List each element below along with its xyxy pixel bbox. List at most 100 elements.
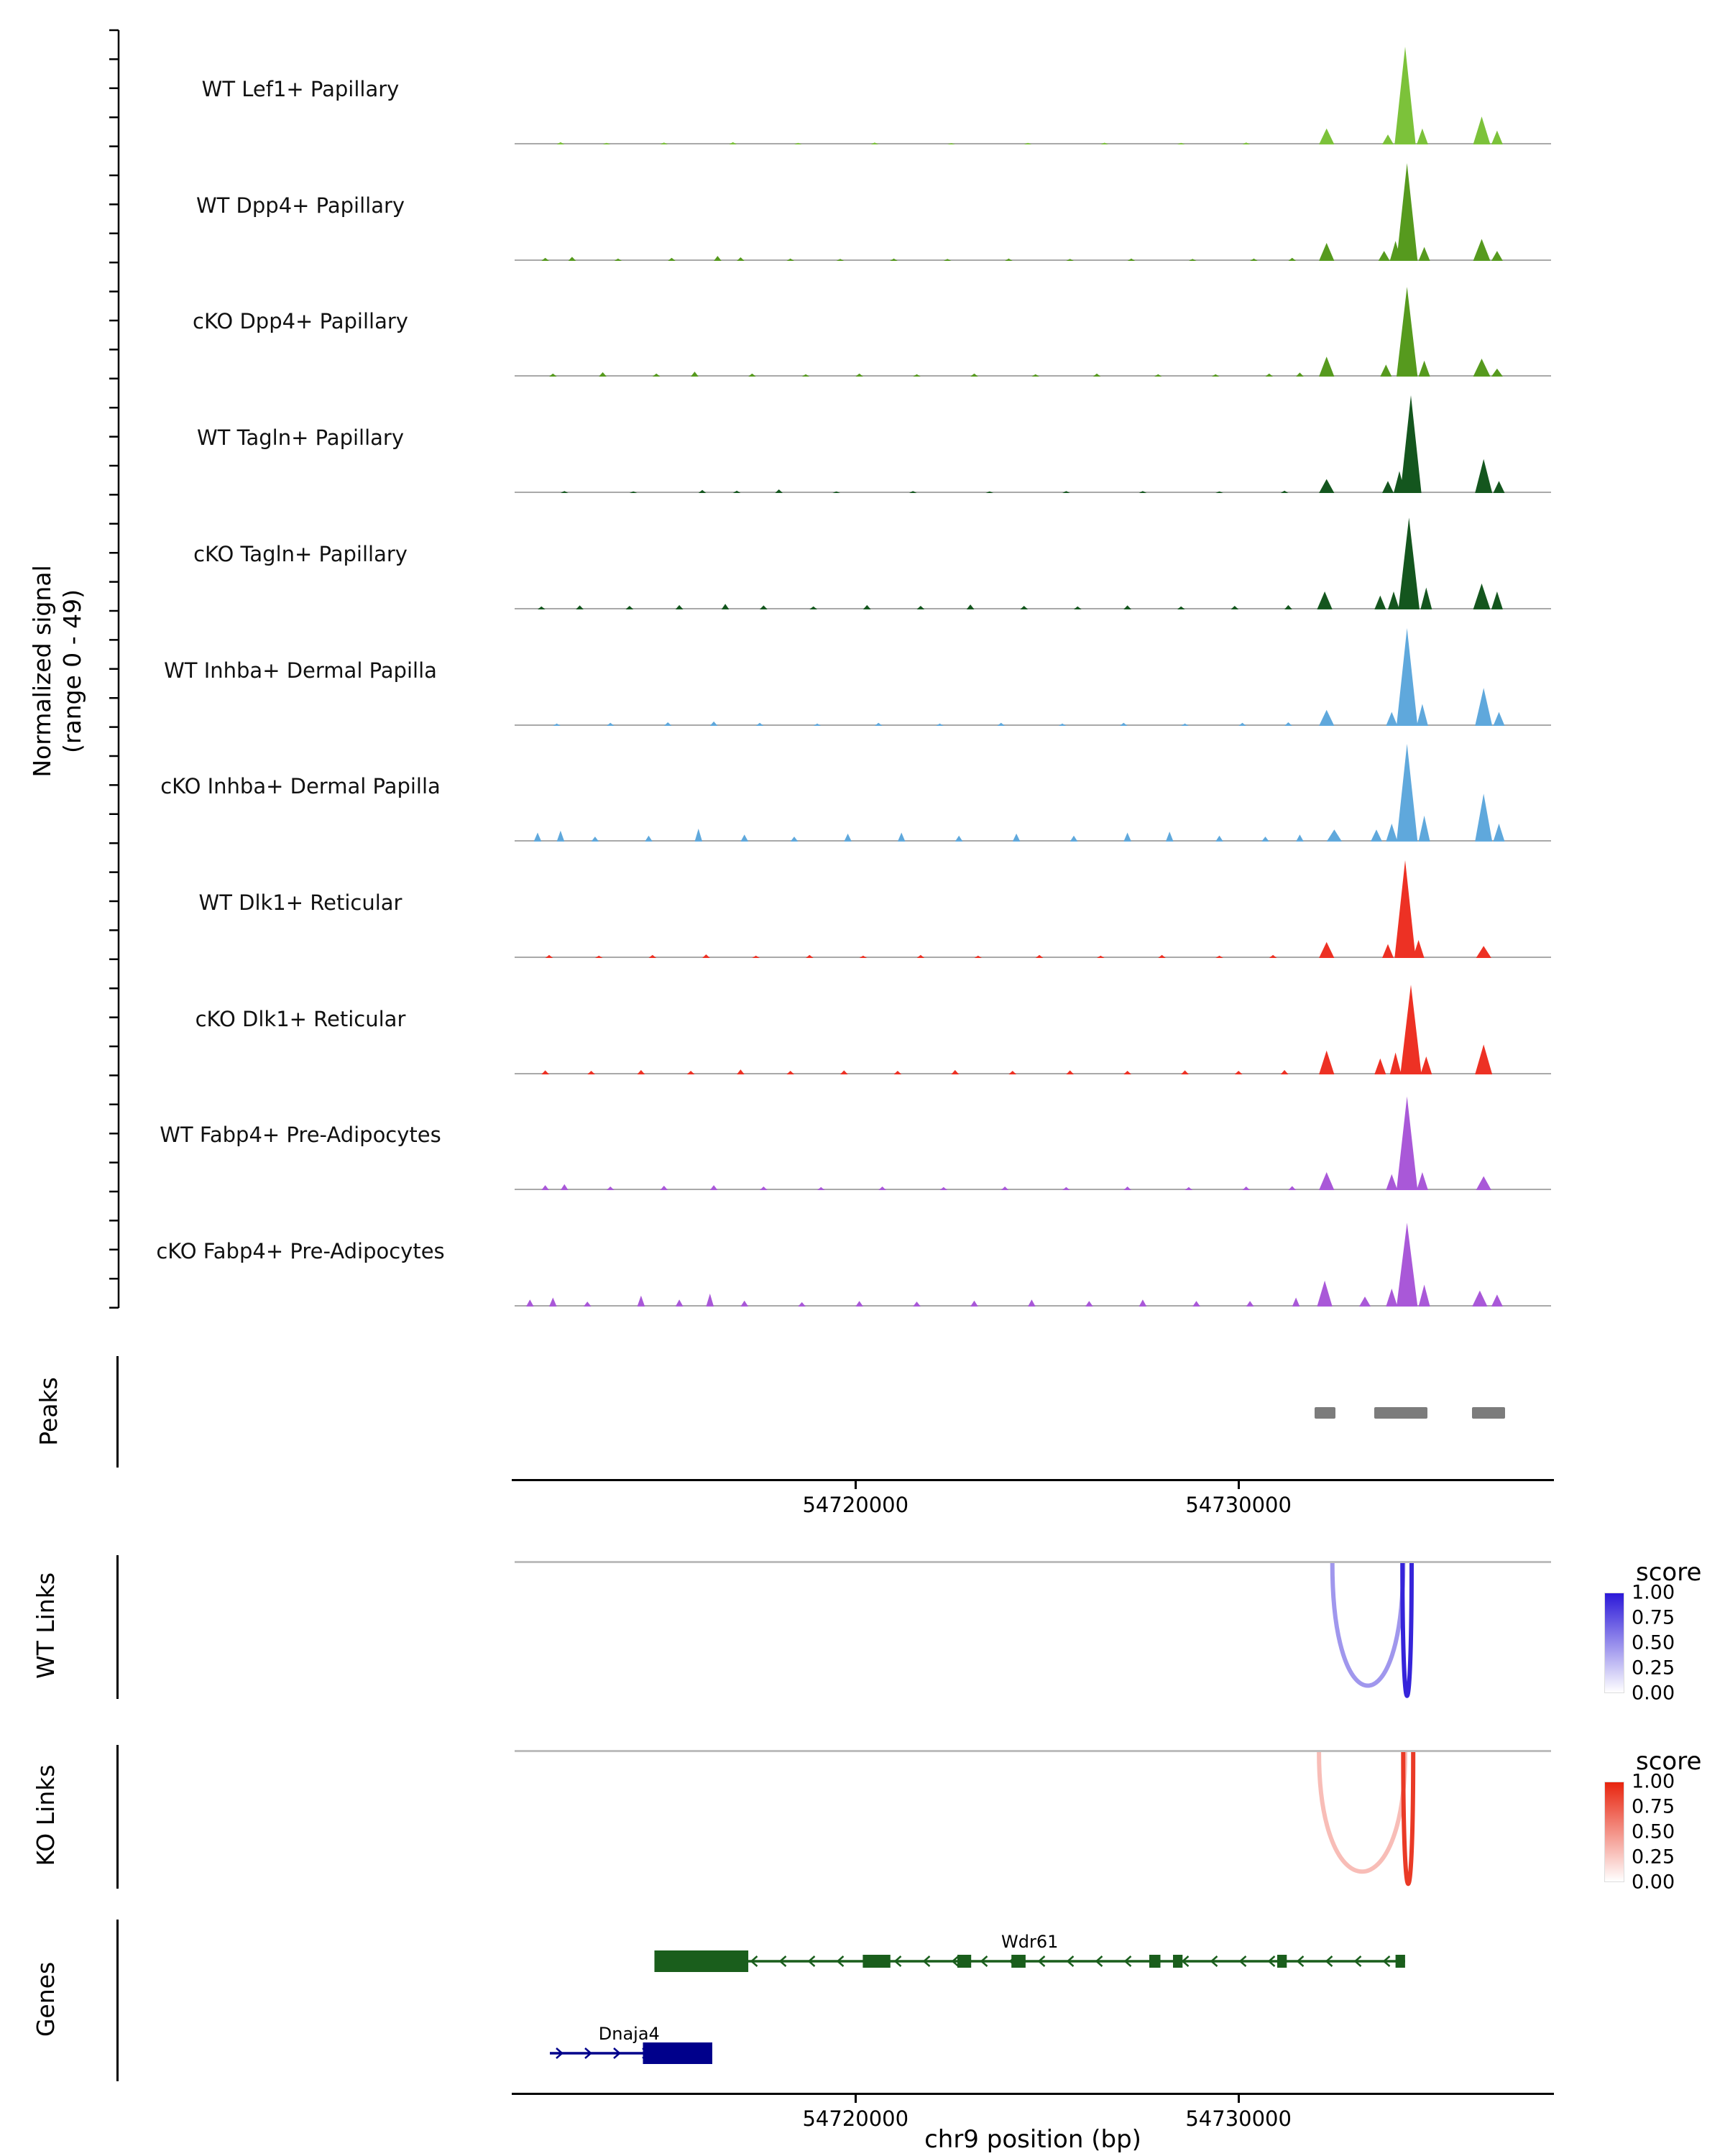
x-axis-line-bottom bbox=[512, 2093, 1554, 2095]
coverage-area-path bbox=[515, 162, 1551, 261]
gene-name-label: Wdr61 bbox=[1001, 1932, 1058, 1952]
gene-model: Dnaja4 bbox=[550, 2024, 712, 2064]
track-baseline bbox=[515, 724, 1551, 726]
signal-track-area bbox=[515, 287, 1551, 377]
signal-track-label: WT Fabp4+ Pre-Adipocytes bbox=[160, 1123, 441, 1148]
wt-legend-title: score bbox=[1636, 1558, 1702, 1587]
ko-legend-title: score bbox=[1636, 1747, 1702, 1776]
gene-exon bbox=[1011, 1955, 1026, 1968]
gene-exon bbox=[862, 1955, 891, 1968]
x-axis-tick bbox=[1237, 1481, 1240, 1489]
signal-track-label: cKO Inhba+ Dermal Papilla bbox=[160, 774, 441, 799]
gene-exon bbox=[1173, 1955, 1183, 1968]
track-baseline bbox=[515, 607, 1551, 609]
signal-track-label: cKO Dlk1+ Reticular bbox=[195, 1006, 406, 1031]
wt-links-legend: score 1.00 0.75 0.50 0.25 0.00 bbox=[1604, 1558, 1725, 1705]
x-axis-tick-label: 54730000 bbox=[1185, 1493, 1292, 1517]
peaks-track bbox=[0, 1407, 1725, 1419]
x-axis-tick bbox=[1237, 2095, 1240, 2103]
signal-track-label: WT Dlk1+ Reticular bbox=[198, 890, 402, 915]
track-baseline bbox=[515, 1189, 1551, 1191]
track-baseline bbox=[515, 143, 1551, 144]
ko-links-legend: score 1.00 0.75 0.50 0.25 0.00 bbox=[1604, 1747, 1725, 1894]
signal-track-area bbox=[515, 627, 1551, 726]
legend-tick-label: 0.75 bbox=[1632, 1795, 1675, 1818]
coverage-area-path bbox=[515, 395, 1551, 494]
legend-tick-label: 0.75 bbox=[1632, 1606, 1675, 1629]
link-arc bbox=[1400, 1562, 1414, 1698]
ko-legend-gradient-bar bbox=[1604, 1782, 1624, 1882]
legend-tick-label: 0.25 bbox=[1632, 1846, 1675, 1869]
coverage-area-path bbox=[515, 287, 1551, 377]
gene-model: Wdr61 bbox=[654, 1932, 1405, 1972]
x-axis-tick-label: 54720000 bbox=[802, 2106, 909, 2131]
genes-axis-line bbox=[116, 1920, 119, 2081]
legend-tick-label: 0.25 bbox=[1632, 1657, 1675, 1680]
legend-tick-label: 0.00 bbox=[1632, 1682, 1675, 1705]
signal-track-area bbox=[515, 517, 1551, 609]
coverage-area-path bbox=[515, 1096, 1551, 1191]
peaks-axis-line bbox=[116, 1356, 119, 1468]
ko-links-axis-line bbox=[116, 1745, 119, 1889]
signal-track-label: cKO Dpp4+ Papillary bbox=[193, 309, 408, 334]
signal-track-label: cKO Tagln+ Papillary bbox=[193, 541, 408, 566]
coverage-area-path bbox=[515, 1222, 1551, 1307]
coverage-area-path bbox=[515, 860, 1551, 958]
x-axis-tick bbox=[854, 1481, 857, 1489]
signal-track-area bbox=[515, 395, 1551, 494]
coverage-area-path bbox=[515, 744, 1551, 842]
link-arc bbox=[1317, 1751, 1407, 1874]
signal-track-label: WT Inhba+ Dermal Papilla bbox=[164, 658, 437, 683]
legend-tick-label: 0.00 bbox=[1632, 1871, 1675, 1894]
gene-exon bbox=[1277, 1955, 1287, 1968]
signal-track-area bbox=[515, 860, 1551, 958]
signal-track-area bbox=[515, 1222, 1551, 1307]
coverage-area-path bbox=[515, 47, 1551, 144]
signal-track-area bbox=[515, 47, 1551, 144]
peak-interval bbox=[1315, 1407, 1335, 1419]
link-arc bbox=[1401, 1751, 1416, 1886]
gene-exon bbox=[643, 2042, 712, 2064]
x-axis-line-upper bbox=[512, 1479, 1554, 1481]
track-baseline bbox=[515, 840, 1551, 842]
coverage-area-path bbox=[515, 517, 1551, 609]
signal-track-area bbox=[515, 1096, 1551, 1191]
coverage-area-path bbox=[515, 627, 1551, 726]
track-baseline bbox=[515, 956, 1551, 958]
x-axis-tick bbox=[854, 2095, 857, 2103]
wt-links-axis-line bbox=[116, 1555, 119, 1699]
peak-interval bbox=[1374, 1407, 1427, 1419]
wt-links-section-label: WT Links bbox=[32, 1572, 60, 1680]
x-axis-ticks-upper: 54720000 54730000 bbox=[0, 1481, 1725, 1524]
y-axis-label-line2: (range 0 - 49) bbox=[58, 589, 86, 754]
x-axis-tick-label: 54730000 bbox=[1185, 2106, 1292, 2131]
ko-links-section-label: KO Links bbox=[32, 1764, 60, 1866]
y-axis-tick-marks bbox=[109, 29, 120, 1309]
track-baseline bbox=[515, 1072, 1551, 1074]
wt-links-panel bbox=[515, 1561, 1551, 1698]
gene-models-track: Wdr61 Dnaja4 bbox=[550, 1932, 1405, 2064]
legend-tick-label: 0.50 bbox=[1632, 1631, 1675, 1654]
y-axis-label-line1: Normalized signal bbox=[28, 565, 56, 778]
track-baseline bbox=[515, 259, 1551, 261]
wt-links-arcs bbox=[1330, 1562, 1414, 1698]
x-axis-ticks-bottom: 54720000 54730000 bbox=[0, 2095, 1725, 2138]
y-axis-tick-ruler bbox=[109, 29, 120, 1309]
x-axis-tick-label: 54720000 bbox=[802, 1493, 909, 1517]
track-baseline bbox=[515, 492, 1551, 494]
link-arc bbox=[1330, 1562, 1406, 1688]
peak-interval bbox=[1472, 1407, 1506, 1419]
ko-links-panel bbox=[515, 1750, 1551, 1886]
gene-exon bbox=[654, 1950, 749, 1972]
signal-track-area bbox=[515, 984, 1551, 1074]
legend-tick-label: 1.00 bbox=[1632, 1770, 1675, 1793]
gene-name-label: Dnaja4 bbox=[599, 2024, 660, 2044]
signal-track-area bbox=[515, 744, 1551, 842]
legend-tick-label: 1.00 bbox=[1632, 1581, 1675, 1604]
gene-exon bbox=[957, 1955, 972, 1968]
gene-exon bbox=[1149, 1955, 1161, 1968]
signal-track-area bbox=[515, 162, 1551, 261]
coverage-area-path bbox=[515, 984, 1551, 1074]
legend-tick-label: 0.50 bbox=[1632, 1820, 1675, 1843]
